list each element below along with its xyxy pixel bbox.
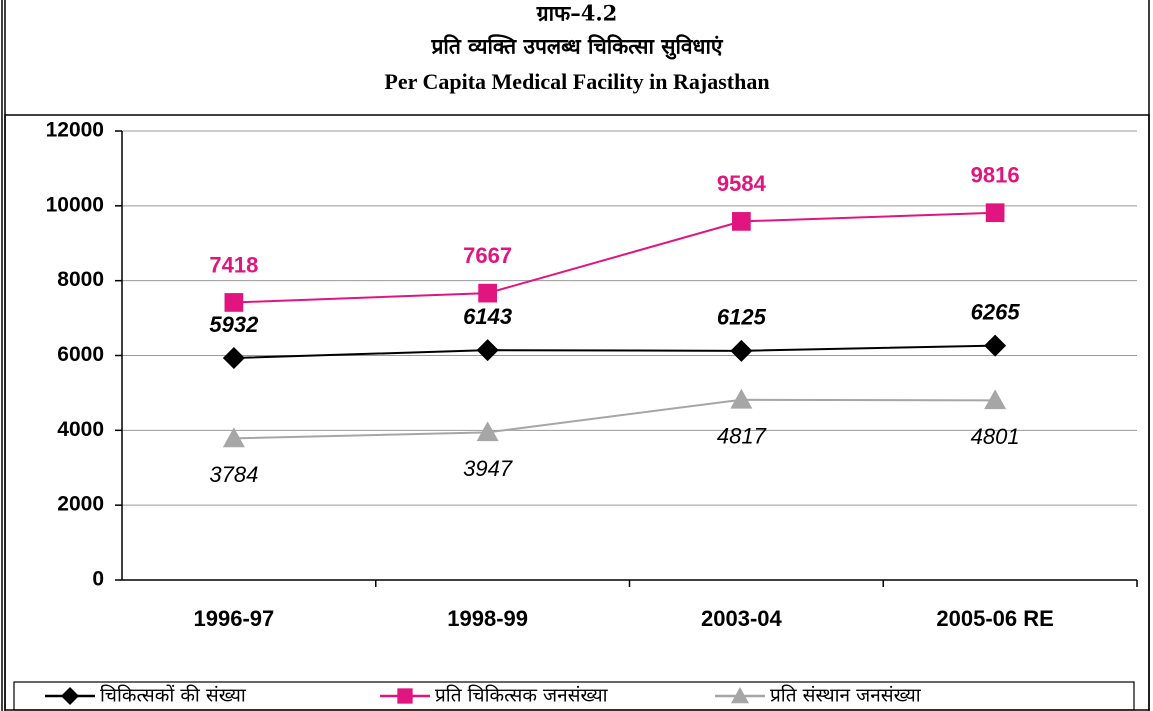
data-label: 3784 bbox=[209, 462, 258, 487]
legend-label: चिकित्सकों की संख्या bbox=[100, 684, 247, 707]
marker bbox=[476, 339, 499, 362]
marker bbox=[984, 389, 1007, 410]
y-tick-label: 10000 bbox=[46, 193, 104, 216]
data-label: 9816 bbox=[971, 163, 1020, 188]
data-label: 7667 bbox=[463, 243, 512, 268]
marker bbox=[224, 293, 244, 312]
data-label: 7418 bbox=[209, 252, 258, 277]
data-label: 4801 bbox=[971, 424, 1020, 449]
series-line bbox=[233, 344, 996, 360]
x-tick-label: 1998-99 bbox=[447, 606, 528, 631]
y-tick-label: 6000 bbox=[57, 343, 104, 366]
data-label: 6125 bbox=[717, 305, 767, 330]
data-label: 6143 bbox=[463, 304, 512, 329]
marker bbox=[730, 388, 753, 409]
y-tick-label: 2000 bbox=[57, 493, 104, 516]
chart-subtitle: प्रति व्यक्ति उपलब्ध चिकित्सा सुविधाएं bbox=[430, 34, 723, 61]
legend-box bbox=[13, 681, 1135, 711]
data-label: 9584 bbox=[717, 171, 767, 196]
marker bbox=[731, 687, 749, 704]
marker bbox=[397, 688, 413, 704]
x-tick-label: 2005-06 RE bbox=[936, 606, 1053, 631]
chart-title: ग्राफ–4.2 bbox=[536, 1, 618, 26]
data-label: 4817 bbox=[717, 424, 767, 449]
data-label: 3947 bbox=[463, 456, 513, 481]
series-line bbox=[233, 211, 996, 304]
series-line bbox=[233, 398, 996, 440]
legend-label: प्रति संस्थान जनसंख्या bbox=[770, 684, 922, 707]
marker bbox=[476, 421, 499, 442]
marker bbox=[730, 339, 753, 362]
y-tick-label: 12000 bbox=[46, 119, 104, 142]
marker bbox=[478, 283, 497, 303]
y-tick-label: 8000 bbox=[57, 268, 104, 291]
marker bbox=[222, 427, 245, 448]
data-label: 6265 bbox=[971, 299, 1021, 324]
marker bbox=[984, 334, 1007, 357]
y-tick-label: 4000 bbox=[57, 418, 104, 441]
marker bbox=[61, 687, 79, 705]
chart-subtitle-en: Per Capita Medical Facility in Rajasthan bbox=[384, 69, 769, 94]
y-tick-label: 0 bbox=[92, 568, 104, 591]
x-tick-label: 2003-04 bbox=[701, 606, 783, 631]
marker bbox=[732, 212, 751, 231]
data-label: 5932 bbox=[209, 312, 259, 337]
legend-label: प्रति चिकित्सक जनसंख्या bbox=[435, 684, 609, 707]
marker bbox=[222, 347, 245, 370]
marker bbox=[985, 203, 1005, 223]
x-tick-label: 1996-97 bbox=[194, 606, 275, 631]
